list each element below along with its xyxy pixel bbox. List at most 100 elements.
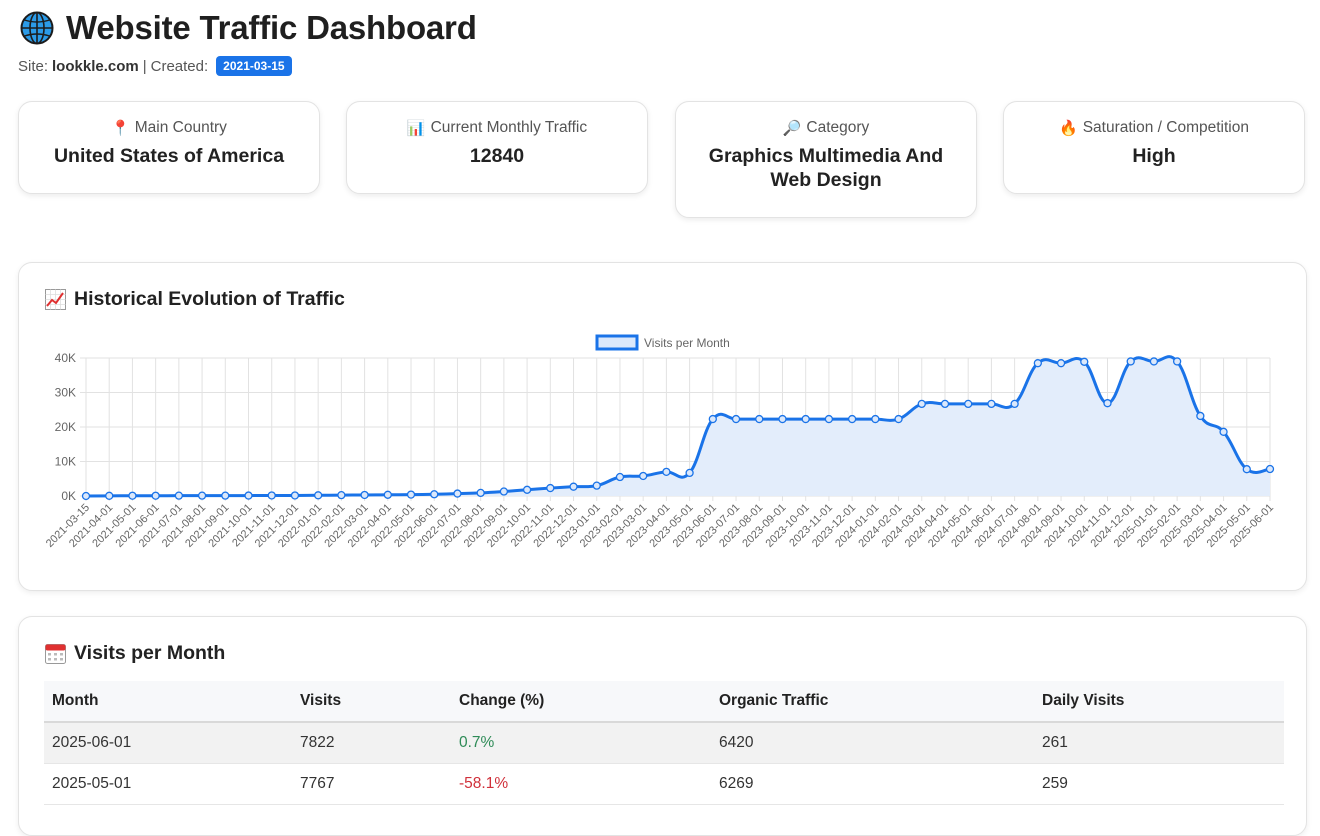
card-value: United States of America (53, 145, 285, 167)
col-header-daily[interactable]: Daily Visits (1034, 681, 1284, 723)
col-header-organic[interactable]: Organic Traffic (711, 681, 1034, 723)
data-point (105, 491, 114, 500)
calendar-icon (45, 644, 66, 664)
table-row: 2025-05-01 7767 -58.1% 6269 259 (44, 763, 1284, 805)
legend-swatch (595, 334, 639, 351)
data-point (1242, 465, 1251, 474)
chart-panel-title-text: Historical Evolution of Traffic (74, 288, 345, 310)
data-point (499, 487, 509, 496)
card-label: Category (806, 119, 870, 136)
card-value: Graphics Multimedia And Web Design (708, 145, 944, 191)
table-panel-title: Visits per Month (45, 642, 225, 665)
pin-icon: 📍 (111, 120, 130, 137)
data-point (778, 414, 787, 424)
visits-table-panel: Visits per Month Month Visits Change (%)… (18, 616, 1307, 836)
data-point (871, 414, 880, 424)
data-point (128, 491, 137, 500)
data-point (244, 491, 253, 500)
cell-month: 2025-05-01 (44, 763, 292, 805)
data-point (337, 490, 346, 500)
data-point (662, 467, 671, 477)
cell-organic: 6420 (711, 722, 1034, 764)
visits-table-wrap: Month Visits Change (%) Organic Traffic … (44, 681, 1284, 805)
series-line (85, 355, 1271, 498)
table-header-row: Month Visits Change (%) Organic Traffic … (44, 681, 1284, 723)
card-saturation: 🔥 Saturation / Competition High (1003, 101, 1305, 194)
cell-change: -58.1% (451, 763, 711, 805)
created-date-badge: 2021-03-15 (216, 56, 292, 76)
site-name: lookkle.com (52, 57, 139, 75)
data-point (755, 414, 764, 424)
data-point (546, 483, 555, 493)
data-point (894, 414, 903, 424)
cell-change: 0.7% (451, 722, 711, 764)
data-point (824, 414, 834, 424)
card-category: 🔎 Category Graphics Multimedia And Web D… (675, 101, 977, 218)
data-point (639, 471, 648, 481)
data-point (1103, 399, 1112, 408)
traffic-chart: 0K10K20K30K40K2021-03-152021-04-012021-0… (44, 334, 1276, 550)
data-point (1196, 411, 1205, 421)
data-point (1149, 357, 1159, 366)
data-point (592, 481, 601, 490)
data-point (1056, 359, 1066, 368)
y-tick-label: 10K (55, 455, 76, 469)
data-point (81, 491, 91, 501)
data-point (476, 488, 485, 498)
data-point (685, 468, 694, 478)
visits-table: Month Visits Change (%) Organic Traffic … (44, 681, 1284, 805)
globe-icon (20, 11, 54, 45)
card-monthly-traffic: 📊 Current Monthly Traffic 12840 (346, 101, 648, 194)
col-header-visits[interactable]: Visits (292, 681, 451, 723)
data-point (453, 489, 462, 498)
data-point (1265, 464, 1275, 474)
col-header-month[interactable]: Month (44, 681, 292, 723)
chart-panel-title: Historical Evolution of Traffic (45, 288, 345, 311)
card-main-country: 📍 Main Country United States of America (18, 101, 320, 194)
card-label: Saturation / Competition (1082, 119, 1249, 136)
page-header: Website Traffic Dashboard (20, 8, 477, 48)
data-point (197, 491, 207, 500)
cell-daily: 259 (1034, 763, 1284, 805)
data-point (290, 491, 300, 500)
data-point (569, 482, 578, 491)
data-point (1219, 427, 1228, 436)
card-value: 12840 (469, 145, 525, 167)
cell-daily: 261 (1034, 722, 1284, 764)
data-point (847, 414, 857, 424)
meta-separator: | (142, 57, 147, 75)
trending-chart-icon (45, 289, 66, 310)
dashboard-page: Website Traffic Dashboard Site: lookkle.… (18, 8, 1307, 836)
cell-organic: 6269 (711, 763, 1034, 805)
data-point (964, 399, 973, 409)
table-row: 2025-06-01 7822 0.7% 6420 261 (44, 722, 1284, 764)
cell-visits: 7822 (292, 722, 451, 764)
data-point (731, 414, 741, 424)
data-point (1010, 399, 1019, 409)
site-prefix: Site: (18, 57, 49, 75)
series-area-fill (86, 356, 1270, 496)
bar-chart-icon: 📊 (406, 120, 426, 137)
created-label: Created: (150, 57, 209, 75)
cell-visits: 7767 (292, 763, 451, 805)
cell-month: 2025-06-01 (44, 722, 292, 764)
col-header-change[interactable]: Change (%) (451, 681, 711, 723)
data-point (360, 490, 369, 500)
data-point (151, 491, 160, 500)
site-meta: Site: lookkle.com | Created: 2021-03-15 (18, 56, 292, 76)
legend-label: Visits per Month (644, 336, 730, 350)
traffic-chart-panel: Historical Evolution of Traffic 0K 10K 20K… (18, 262, 1307, 591)
data-point (987, 399, 996, 409)
data-point (267, 491, 276, 500)
data-point (1172, 357, 1182, 366)
data-point (314, 491, 323, 500)
data-point (917, 399, 926, 409)
data-point (1033, 359, 1042, 368)
data-point (430, 490, 439, 499)
data-point (708, 414, 717, 424)
data-point (406, 490, 416, 499)
data-point (1126, 357, 1135, 366)
data-point (522, 485, 532, 494)
card-label: Current Monthly Traffic (430, 119, 588, 136)
data-point (383, 490, 392, 499)
